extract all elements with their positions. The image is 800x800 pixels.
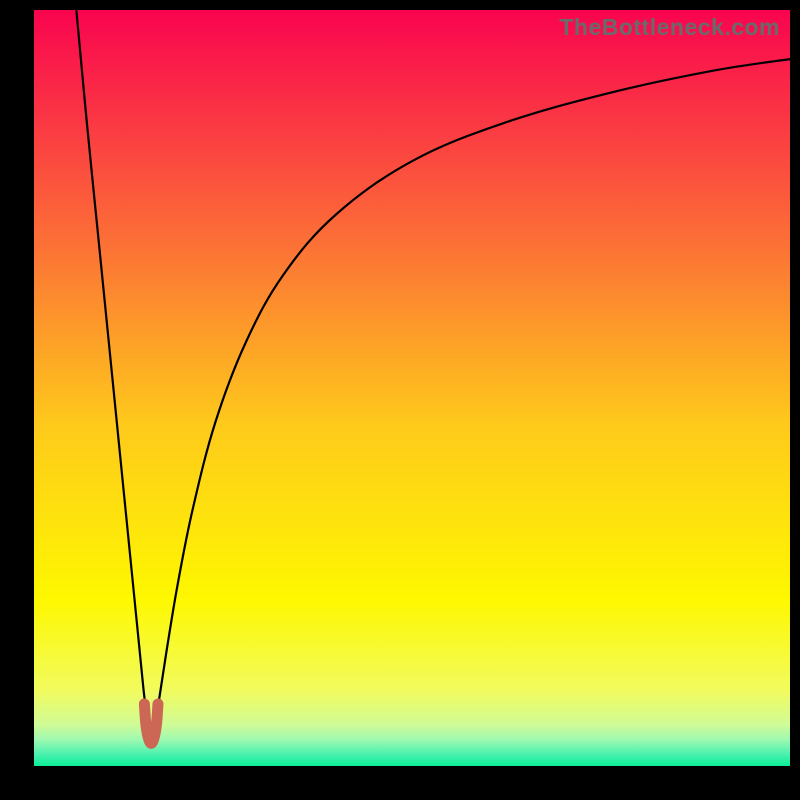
chart-frame: TheBottleneck.com [0,0,800,800]
watermark-text: TheBottleneck.com [559,14,780,41]
plot-svg [34,10,790,766]
gradient-background [34,10,790,766]
plot-area: TheBottleneck.com [34,10,790,766]
